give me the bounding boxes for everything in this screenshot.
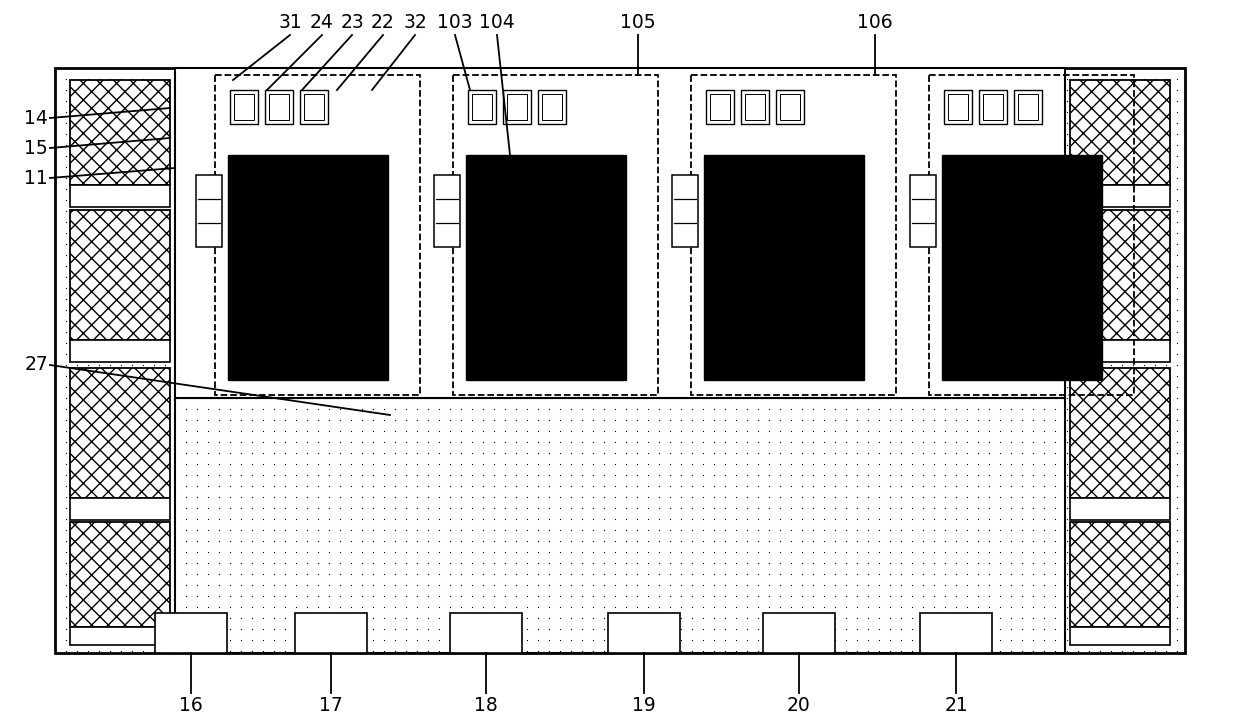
Bar <box>980 90 1007 124</box>
Text: 15: 15 <box>25 139 48 157</box>
Bar <box>466 155 626 380</box>
Bar <box>672 175 698 247</box>
Text: 19: 19 <box>632 696 656 715</box>
Bar <box>1018 94 1038 120</box>
Text: 16: 16 <box>179 696 203 715</box>
Bar <box>1070 498 1171 520</box>
Bar <box>228 155 388 380</box>
Bar <box>467 90 496 124</box>
Bar <box>304 94 324 120</box>
Bar <box>944 90 972 124</box>
Bar <box>69 185 170 207</box>
Bar <box>229 90 258 124</box>
Text: 23: 23 <box>340 13 363 32</box>
Bar <box>706 90 734 124</box>
Bar <box>1014 90 1042 124</box>
Text: 21: 21 <box>944 696 968 715</box>
Bar <box>1070 210 1171 340</box>
Text: 22: 22 <box>371 13 394 32</box>
Bar <box>745 94 765 120</box>
Text: 20: 20 <box>787 696 811 715</box>
Bar <box>265 90 293 124</box>
Bar <box>69 522 170 627</box>
Bar <box>472 94 492 120</box>
Bar <box>55 68 1185 653</box>
Text: 32: 32 <box>403 13 427 32</box>
Bar <box>929 75 1135 395</box>
Bar <box>942 155 1102 380</box>
Bar <box>300 90 329 124</box>
Text: 106: 106 <box>857 13 893 32</box>
Bar <box>910 175 936 247</box>
Bar <box>1070 368 1171 498</box>
Bar <box>69 498 170 520</box>
Text: 31: 31 <box>278 13 301 32</box>
Text: 24: 24 <box>310 13 334 32</box>
Bar <box>983 94 1003 120</box>
Bar <box>920 613 992 653</box>
Bar <box>295 613 367 653</box>
Bar <box>711 94 730 120</box>
Bar <box>175 398 1065 653</box>
Bar <box>608 613 680 653</box>
Text: 17: 17 <box>319 696 343 715</box>
Bar <box>69 210 170 340</box>
Text: 104: 104 <box>479 13 515 32</box>
Bar <box>776 90 804 124</box>
Bar <box>450 613 522 653</box>
Bar <box>503 90 531 124</box>
Text: 103: 103 <box>438 13 472 32</box>
Bar <box>1070 522 1171 627</box>
Bar <box>1070 80 1171 185</box>
Bar <box>1070 185 1171 207</box>
Bar <box>691 75 897 395</box>
Bar <box>196 175 222 247</box>
Bar <box>949 94 968 120</box>
Bar <box>780 94 800 120</box>
Bar <box>1070 627 1171 645</box>
Text: 27: 27 <box>25 355 48 375</box>
Bar <box>155 613 227 653</box>
Bar <box>69 627 170 645</box>
Bar <box>763 613 835 653</box>
Bar <box>234 94 254 120</box>
Bar <box>175 68 1065 398</box>
Bar <box>1070 340 1171 362</box>
Text: 11: 11 <box>25 168 48 188</box>
Bar <box>742 90 769 124</box>
Bar <box>269 94 289 120</box>
Bar <box>69 80 170 185</box>
Bar <box>215 75 420 395</box>
Text: 105: 105 <box>620 13 656 32</box>
Bar <box>434 175 460 247</box>
Bar <box>542 94 562 120</box>
Text: 18: 18 <box>474 696 498 715</box>
Bar <box>538 90 565 124</box>
Bar <box>69 340 170 362</box>
Text: 14: 14 <box>24 109 48 127</box>
Bar <box>704 155 864 380</box>
Bar <box>453 75 658 395</box>
Bar <box>69 368 170 498</box>
Bar <box>507 94 527 120</box>
